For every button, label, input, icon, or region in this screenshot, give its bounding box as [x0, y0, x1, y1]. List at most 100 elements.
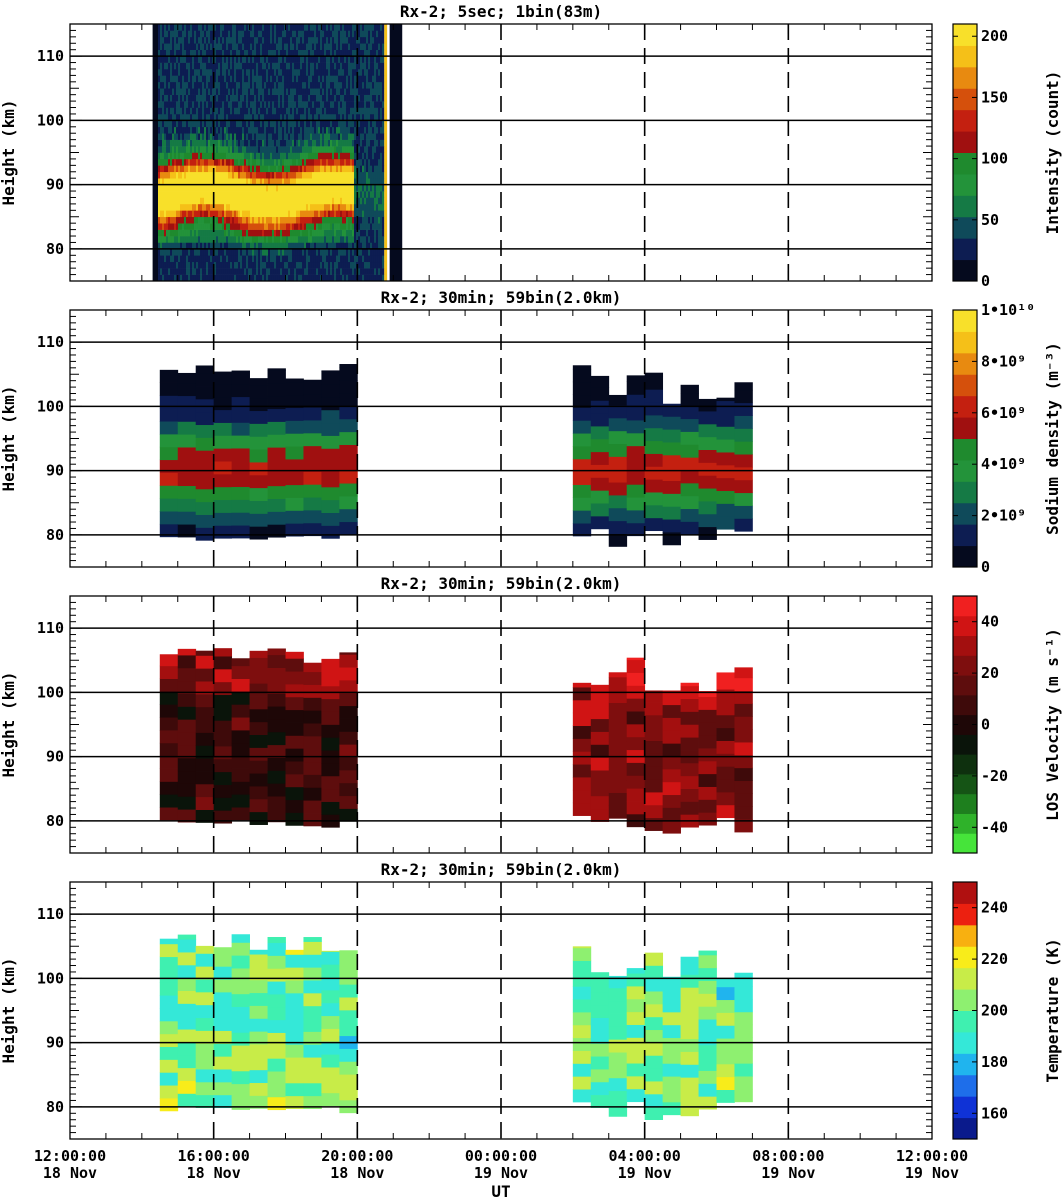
heatmap-cell: [345, 81, 349, 89]
heatmap-cell: [319, 197, 323, 205]
heatmap-cell: [311, 248, 315, 256]
heatmap-cell: [351, 158, 355, 166]
heatmap-cell: [171, 191, 175, 198]
heatmap-cell: [263, 274, 267, 281]
heatmap-cell: [295, 94, 299, 102]
heatmap-cell: [375, 56, 379, 63]
heatmap-cell: [327, 30, 331, 38]
heatmap-cell: [319, 94, 323, 102]
heatmap-cell: [293, 171, 297, 179]
heatmap-cell: [177, 158, 181, 166]
heatmap-cell: [315, 113, 319, 121]
heatmap-cell: [349, 30, 353, 38]
heatmap-cell: [259, 261, 263, 269]
heatmap-cell: [335, 126, 339, 134]
heatmap-cell: [590, 413, 610, 427]
heatmap-cell: [349, 223, 353, 230]
heatmap-cell: [337, 24, 341, 31]
heatmap-cell: [195, 139, 199, 147]
heatmap-cell: [269, 113, 273, 121]
heatmap-cell: [265, 216, 269, 224]
heatmap-cell: [323, 274, 327, 281]
heatmap-cell: [379, 216, 383, 224]
heatmap-cell: [249, 378, 268, 386]
heatmap-cell: [315, 24, 319, 31]
heatmap-cell: [167, 133, 171, 140]
heatmap-cell: [267, 485, 286, 500]
heatmap-cell: [181, 255, 185, 263]
heatmap-cell: [257, 49, 261, 57]
heatmap-cell: [299, 30, 303, 38]
heatmap-cell: [335, 236, 339, 243]
heatmap-cell: [267, 472, 286, 487]
heatmap-cell: [333, 49, 337, 57]
heatmap-cell: [253, 36, 257, 44]
heatmap-cell: [223, 68, 227, 76]
heatmap-cell: [321, 216, 325, 224]
heatmap-cell: [307, 171, 311, 179]
heatmap-cell: [265, 62, 269, 70]
heatmap-cell: [273, 165, 277, 173]
heatmap-cell: [231, 113, 235, 121]
heatmap-cell: [179, 210, 183, 218]
heatmap-cell: [311, 101, 315, 108]
heatmap-cell: [203, 210, 207, 218]
heatmap-cell: [357, 242, 361, 250]
heatmap-cell: [191, 191, 195, 198]
heatmap-cell: [285, 420, 304, 434]
heatmap-cell: [257, 274, 261, 281]
colorbar-segment: [953, 109, 977, 132]
heatmap-cell: [183, 30, 187, 38]
heatmap-cell: [321, 461, 340, 475]
heatmap-cell: [351, 126, 355, 134]
heatmap-cell: [357, 81, 361, 89]
heatmap-cell: [183, 81, 187, 89]
heatmap-cell: [365, 139, 369, 147]
heatmap-cell: [317, 126, 321, 134]
heatmap-cell: [237, 56, 241, 63]
heatmap-cell: [337, 248, 341, 256]
heatmap-cell: [331, 88, 335, 95]
heatmap-cell: [255, 68, 259, 76]
heatmap-cell: [235, 56, 239, 63]
heatmap-cell: [321, 486, 340, 501]
heatmap-cell: [213, 139, 217, 147]
heatmap-cell: [363, 223, 367, 230]
heatmap-cell: [345, 36, 349, 44]
heatmap-cell: [323, 24, 327, 31]
heatmap-cell: [321, 396, 340, 411]
heatmap-cell: [161, 210, 165, 218]
heatmap-cell: [381, 133, 385, 140]
heatmap-cell: [245, 152, 249, 160]
heatmap-cell: [626, 407, 646, 421]
heatmap-cell: [243, 229, 247, 237]
heatmap-cell: [181, 24, 185, 31]
heatmap-cell: [698, 449, 717, 463]
heatmap-cell: [167, 81, 171, 89]
heatmap-cell: [165, 210, 169, 218]
heatmap-cell: [267, 152, 271, 160]
heatmap-cell: [355, 255, 359, 263]
heatmap-cell: [275, 223, 279, 230]
heatmap-cell: [343, 171, 347, 179]
heatmap-cell: [193, 158, 197, 166]
heatmap-cell: [205, 236, 209, 243]
heatmap-cell: [171, 171, 175, 179]
heatmap-cell: [259, 139, 263, 147]
heatmap-cell: [297, 75, 301, 83]
heatmap-cell: [359, 223, 363, 230]
heatmap-cell: [337, 229, 341, 237]
heatmap-cell: [317, 36, 321, 44]
y-axis-label: Height (km): [0, 100, 18, 206]
heatmap-cell: [313, 107, 317, 115]
heatmap-cell: [295, 139, 299, 147]
heatmap-cell: [175, 107, 179, 115]
heatmap-cell: [353, 68, 357, 76]
heatmap-cell: [309, 236, 313, 243]
heatmap-cell: [301, 113, 305, 121]
heatmap-cell: [273, 68, 277, 76]
heatmap-cell: [161, 139, 165, 147]
heatmap-cell: [323, 261, 327, 269]
heatmap-cell: [337, 120, 341, 128]
heatmap-cell: [369, 146, 373, 153]
